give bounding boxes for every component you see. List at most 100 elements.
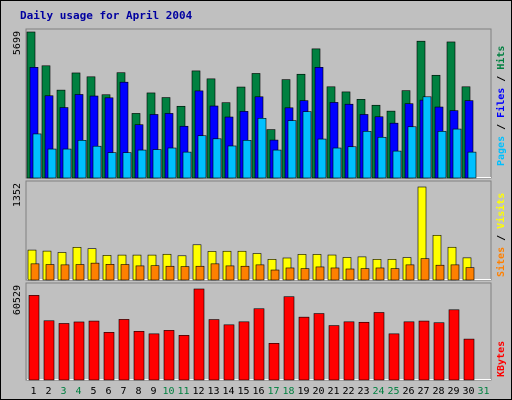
bar-pages-day-23	[362, 131, 372, 179]
day-label-17: 17	[267, 386, 279, 397]
legend-panel-2: Sites / Visits	[495, 193, 507, 277]
bar-pages-day-13	[212, 138, 222, 179]
ytick-max-panel-2: 1352	[12, 183, 23, 207]
bar-kbytes-day-7	[118, 319, 130, 381]
bar-sites-day-10	[165, 265, 175, 281]
bar-pages-day-29	[452, 128, 462, 179]
day-label-5: 5	[90, 386, 96, 397]
bar-kbytes-day-4	[73, 321, 85, 381]
ytick-max-panel-3: 60529	[12, 285, 23, 315]
day-label-11: 11	[177, 386, 189, 397]
bar-kbytes-day-19	[298, 316, 310, 381]
bar-pages-day-22	[347, 146, 357, 179]
bar-sites-day-7	[120, 264, 130, 281]
bar-pages-day-4	[77, 140, 87, 179]
bar-kbytes-day-20	[313, 313, 325, 381]
bar-sites-day-20	[315, 266, 325, 281]
bar-pages-day-16	[257, 118, 267, 179]
day-label-30: 30	[462, 386, 474, 397]
bar-sites-day-25	[390, 268, 400, 281]
bar-kbytes-day-15	[238, 321, 250, 381]
bar-kbytes-day-11	[178, 335, 190, 381]
bar-kbytes-day-17	[268, 343, 280, 381]
bar-pages-day-17	[272, 149, 282, 179]
bar-sites-day-1	[30, 263, 40, 281]
day-label-24: 24	[372, 386, 384, 397]
legend-panel-1: Pages / Files / Hits	[495, 46, 507, 166]
legend-panel-1-separator: /	[496, 70, 507, 88]
bar-kbytes-day-28	[433, 322, 445, 381]
legend-panel-3: KBytes	[496, 341, 507, 377]
bar-sites-day-6	[105, 264, 115, 281]
bar-kbytes-day-27	[418, 320, 430, 381]
day-label-29: 29	[447, 386, 459, 397]
bar-sites-day-24	[375, 267, 385, 281]
day-label-1: 1	[30, 386, 36, 397]
day-label-4: 4	[75, 386, 81, 397]
bar-sites-day-19	[300, 268, 310, 281]
bar-kbytes-day-1	[28, 295, 40, 381]
legend-panel-1-files: Files	[495, 88, 507, 118]
bar-sites-day-11	[180, 266, 190, 281]
bar-pages-day-7	[122, 152, 132, 179]
day-label-20: 20	[312, 386, 324, 397]
day-label-28: 28	[432, 386, 444, 397]
bar-sites-day-2	[45, 264, 55, 281]
bar-pages-day-28	[437, 131, 447, 179]
legend-panel-1-separator: /	[496, 118, 507, 136]
bar-sites-day-13	[210, 263, 220, 281]
bar-kbytes-day-29	[448, 309, 460, 381]
bar-pages-day-18	[287, 120, 297, 179]
day-label-18: 18	[282, 386, 294, 397]
day-label-31: 31	[477, 386, 489, 397]
bar-kbytes-day-21	[328, 325, 340, 381]
day-label-27: 27	[417, 386, 429, 397]
day-label-13: 13	[207, 386, 219, 397]
day-label-8: 8	[135, 386, 141, 397]
bar-pages-day-26	[407, 126, 417, 179]
bar-sites-day-18	[285, 267, 295, 281]
day-label-3: 3	[60, 386, 66, 397]
legend-panel-2-separator: /	[496, 229, 507, 247]
bar-sites-day-30	[465, 267, 475, 281]
bar-sites-day-28	[435, 264, 445, 281]
day-label-22: 22	[342, 386, 354, 397]
bar-sites-day-29	[450, 264, 460, 281]
bar-sites-day-17	[270, 269, 280, 281]
bar-pages-day-9	[152, 149, 162, 179]
bar-sites-day-5	[90, 262, 100, 281]
bar-sites-day-16	[255, 264, 265, 281]
bar-kbytes-day-24	[373, 312, 385, 381]
bar-kbytes-day-22	[343, 321, 355, 381]
bar-pages-day-14	[227, 145, 237, 179]
bar-pages-day-10	[167, 147, 177, 179]
bar-sites-day-8	[135, 265, 145, 281]
day-label-25: 25	[387, 386, 399, 397]
bar-kbytes-day-12	[193, 288, 205, 381]
legend-panel-3-kbytes: KBytes	[496, 341, 507, 377]
bar-sites-day-23	[360, 268, 370, 281]
bar-sites-day-27	[420, 258, 430, 281]
bar-kbytes-day-10	[163, 330, 175, 381]
day-label-9: 9	[150, 386, 156, 397]
legend-panel-2-sites: Sites	[495, 247, 507, 277]
day-label-12: 12	[192, 386, 204, 397]
bar-sites-day-22	[345, 268, 355, 281]
bar-kbytes-day-16	[253, 308, 265, 381]
bar-kbytes-day-30	[463, 338, 475, 381]
bar-sites-day-3	[60, 264, 70, 281]
chart-title: Daily usage for April 2004	[20, 9, 193, 22]
bar-kbytes-day-5	[88, 320, 100, 381]
legend-panel-2-visits: Visits	[495, 193, 507, 229]
bar-kbytes-day-6	[103, 332, 115, 381]
bar-pages-day-15	[242, 140, 252, 179]
bar-pages-day-11	[182, 151, 192, 179]
bar-pages-day-5	[92, 145, 102, 179]
bar-pages-day-1	[32, 133, 42, 179]
bar-sites-day-9	[150, 265, 160, 281]
bar-kbytes-day-8	[133, 330, 145, 381]
bar-pages-day-21	[332, 147, 342, 179]
day-label-15: 15	[237, 386, 249, 397]
